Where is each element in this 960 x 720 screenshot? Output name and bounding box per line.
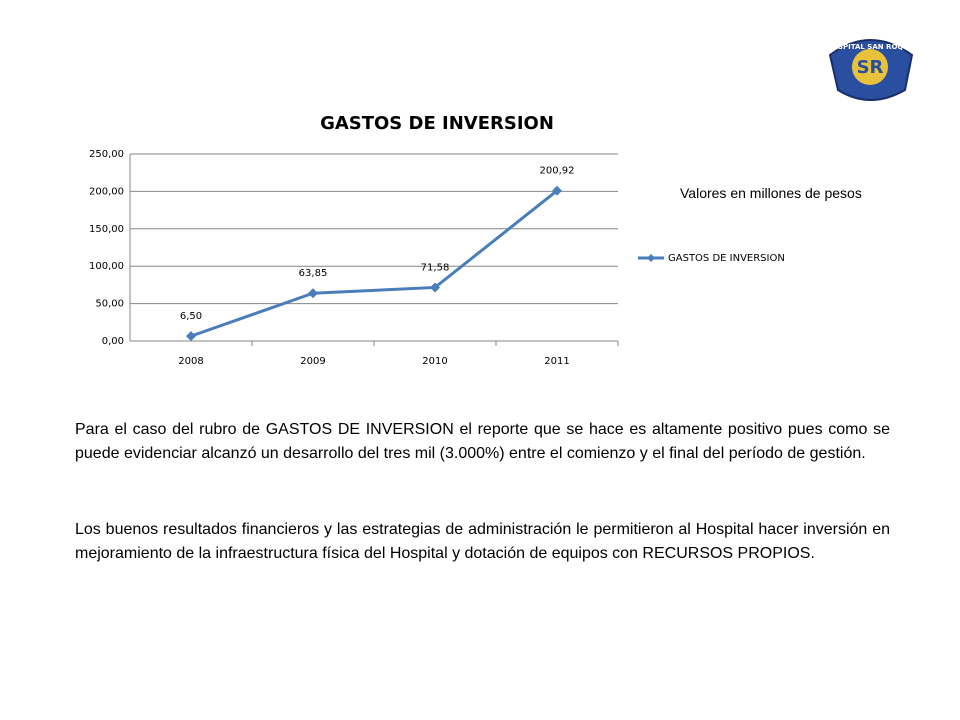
- line: [190, 189, 558, 338]
- legend-label: GASTOS DE INVERSION: [668, 253, 785, 264]
- y-tick-label: 150,00: [89, 224, 124, 235]
- marker: [308, 288, 318, 299]
- y-tick-label: 250,00: [89, 149, 124, 160]
- paragraph: Los buenos resultados financieros y las …: [75, 521, 890, 562]
- logo-initials: SR: [857, 57, 884, 78]
- x-tick-label: 2009: [300, 356, 325, 367]
- data-label: 63,85: [299, 268, 328, 279]
- logo: HOSPITAL SAN ROQUE SR: [826, 39, 914, 101]
- y-tick-label: 200,00: [89, 186, 124, 197]
- y-tick-label: 100,00: [89, 261, 124, 272]
- x-tick-label: 2008: [178, 356, 203, 367]
- marker: [186, 331, 196, 342]
- data-label: 71,58: [421, 262, 450, 273]
- logo-name: HOSPITAL SAN ROQUE: [826, 43, 914, 51]
- marker: [430, 282, 440, 293]
- logo-emblem: [852, 49, 888, 85]
- marker: [552, 185, 562, 196]
- data-label: 200,92: [540, 166, 575, 177]
- data-label: 6,50: [180, 311, 202, 322]
- y-tick-label: 50,00: [95, 299, 124, 310]
- paragraph: Para el caso del rubro de GASTOS DE INVE…: [75, 421, 890, 462]
- note: Valores en millones de pesos: [680, 185, 862, 201]
- x-tick-label: 2011: [544, 356, 569, 367]
- chart-title: GASTOS DE INVERSION: [320, 113, 554, 134]
- y-tick-label: 0,00: [102, 336, 124, 347]
- x-tick-label: 2010: [422, 356, 447, 367]
- legend-marker: [647, 254, 655, 262]
